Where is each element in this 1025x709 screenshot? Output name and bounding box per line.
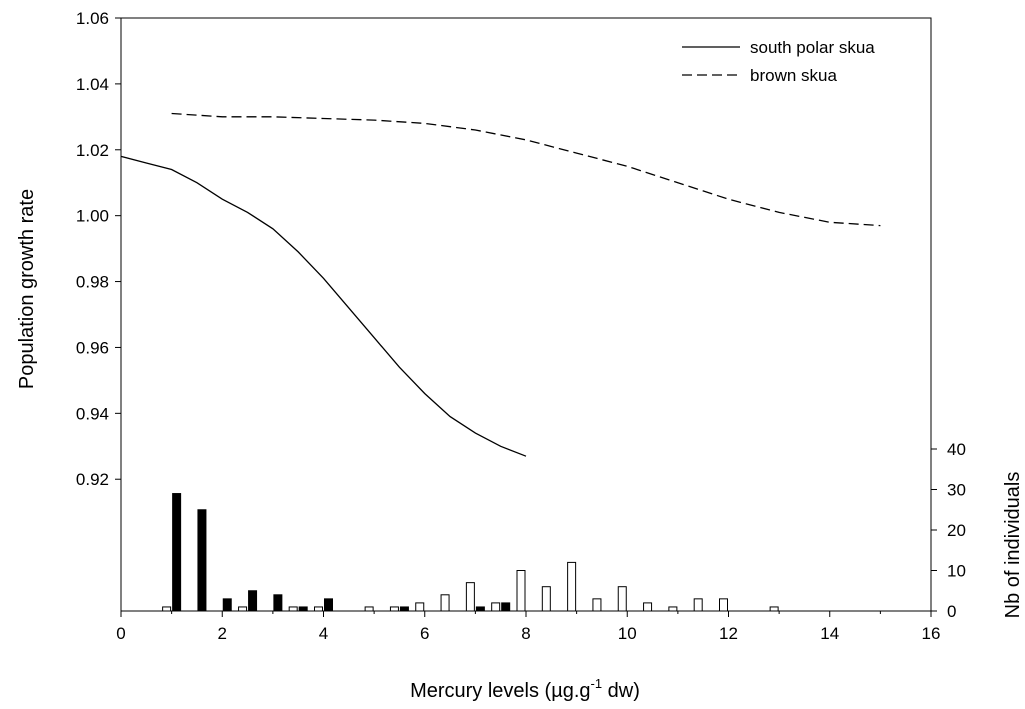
x-tick-label: 12 — [719, 624, 738, 643]
y-tick-label: 1.06 — [76, 9, 109, 28]
bar-south-polar-skua — [197, 509, 207, 612]
y-tick-label: 1.04 — [76, 75, 109, 94]
x-tick-label: 14 — [820, 624, 839, 643]
bar-brown-skua — [364, 606, 374, 612]
y-tick-label: 1.02 — [76, 141, 109, 160]
bar-brown-skua — [567, 561, 577, 612]
plot-area — [120, 17, 932, 612]
line-series-group — [120, 112, 881, 457]
bar-brown-skua — [719, 598, 728, 612]
bar-brown-skua — [491, 602, 501, 612]
bar-south-polar-skua — [248, 590, 258, 612]
bar-brown-skua — [440, 594, 450, 612]
bar-south-polar-skua — [273, 594, 283, 612]
x-tick-label: 4 — [319, 624, 328, 643]
bar-brown-skua — [592, 598, 602, 612]
bar-south-polar-skua — [399, 606, 409, 612]
legend-label: brown skua — [750, 66, 837, 85]
y-tick-label: 1.00 — [76, 207, 109, 226]
bar-south-polar-skua — [501, 602, 511, 612]
bar-brown-skua — [415, 602, 425, 612]
bar-brown-skua — [541, 586, 551, 612]
bar-brown-skua — [693, 598, 703, 612]
x-tick-label: 16 — [922, 624, 941, 643]
y-axis-title: Population growth rate — [16, 189, 38, 389]
x-axis-title-suffix: dw) — [602, 680, 640, 702]
bar-brown-skua — [617, 586, 627, 612]
bar-brown-skua — [769, 606, 779, 612]
x-tick-label: 6 — [420, 624, 429, 643]
x-axis-title: Mercury levels (µg.g-1 dw) — [410, 676, 640, 702]
line-brown-skua — [171, 112, 881, 227]
y-tick-label: 0.96 — [76, 338, 109, 357]
bar-south-polar-skua — [298, 606, 308, 612]
y2-tick-label: 40 — [947, 440, 966, 459]
legend: south polar skua brown skua — [682, 38, 875, 85]
y2-tick-label: 20 — [947, 521, 966, 540]
bar-brown-skua — [465, 582, 475, 612]
legend-label: south polar skua — [750, 38, 875, 57]
bar-south-polar-skua — [475, 606, 485, 612]
bar-brown-skua — [314, 606, 323, 612]
bar-south-polar-skua — [222, 598, 232, 612]
x-axis-title-sup: -1 — [591, 676, 603, 691]
axes-group: 0 2 4 6 8 10 12 14 16 0.92 0.94 0.96 0.98 1.00 1.02 1.0… — [76, 9, 966, 643]
y-tick-label: 0.92 — [76, 470, 109, 489]
x-axis-title-main: Mercury levels (µg.g — [410, 680, 590, 702]
x-tick-label: 10 — [618, 624, 637, 643]
y2-tick-label: 0 — [947, 602, 956, 621]
bar-south-polar-skua — [324, 598, 333, 612]
bar-brown-skua — [643, 602, 653, 612]
bar-brown-skua — [162, 606, 172, 612]
bar-series-group — [162, 493, 779, 612]
bar-brown-skua — [516, 570, 526, 612]
y-tick-label: 0.98 — [76, 273, 109, 292]
bar-brown-skua — [389, 606, 399, 612]
x-tick-label: 0 — [116, 624, 125, 643]
y2-tick-label: 30 — [947, 481, 966, 500]
y2-tick-label: 10 — [947, 562, 966, 581]
bar-brown-skua — [288, 606, 298, 612]
x-tick-label: 2 — [218, 624, 227, 643]
bar-south-polar-skua — [172, 493, 182, 612]
bar-brown-skua — [668, 606, 678, 612]
y-tick-label: 0.94 — [76, 404, 109, 423]
bar-brown-skua — [238, 606, 248, 612]
line-south-polar-skua — [120, 155, 527, 457]
y2-axis-title: Nb of individuals — [1002, 472, 1024, 619]
x-tick-label: 8 — [521, 624, 530, 643]
plot-border — [120, 17, 932, 612]
